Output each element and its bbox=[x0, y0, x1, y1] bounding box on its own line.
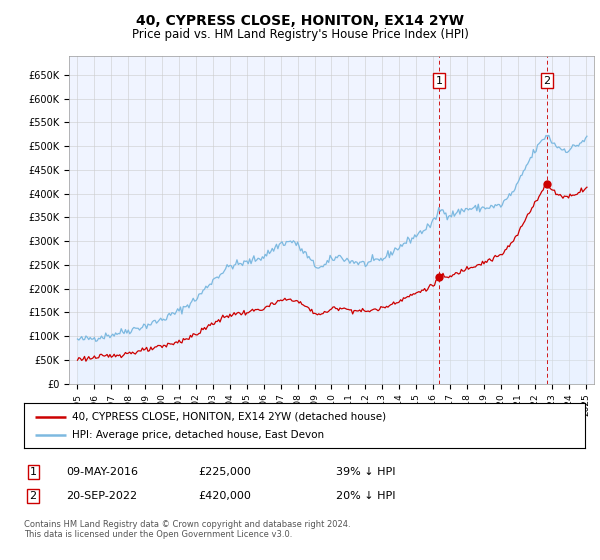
Text: HPI: Average price, detached house, East Devon: HPI: Average price, detached house, East… bbox=[71, 431, 324, 441]
Text: Price paid vs. HM Land Registry's House Price Index (HPI): Price paid vs. HM Land Registry's House … bbox=[131, 28, 469, 41]
Text: Contains HM Land Registry data © Crown copyright and database right 2024.
This d: Contains HM Land Registry data © Crown c… bbox=[24, 520, 350, 539]
Text: 20-SEP-2022: 20-SEP-2022 bbox=[66, 491, 137, 501]
Text: £225,000: £225,000 bbox=[198, 466, 251, 477]
Text: 40, CYPRESS CLOSE, HONITON, EX14 2YW (detached house): 40, CYPRESS CLOSE, HONITON, EX14 2YW (de… bbox=[71, 412, 386, 422]
Text: 20% ↓ HPI: 20% ↓ HPI bbox=[336, 491, 395, 501]
Text: £420,000: £420,000 bbox=[198, 491, 251, 501]
Text: 39% ↓ HPI: 39% ↓ HPI bbox=[336, 466, 395, 477]
Text: 2: 2 bbox=[544, 76, 550, 86]
Text: 09-MAY-2016: 09-MAY-2016 bbox=[66, 466, 138, 477]
Text: 1: 1 bbox=[29, 466, 37, 477]
Text: 40, CYPRESS CLOSE, HONITON, EX14 2YW: 40, CYPRESS CLOSE, HONITON, EX14 2YW bbox=[136, 14, 464, 28]
Text: 2: 2 bbox=[29, 491, 37, 501]
Text: 1: 1 bbox=[436, 76, 443, 86]
